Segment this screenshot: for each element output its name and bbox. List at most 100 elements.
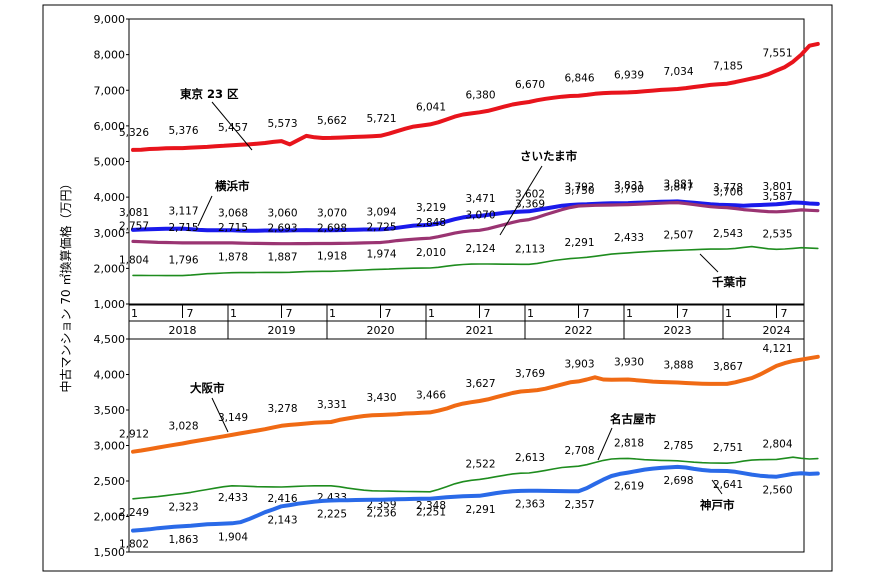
data-label: 3,430 xyxy=(366,392,396,404)
y-tick-label: 3,500 xyxy=(94,404,126,417)
data-label: 3,769 xyxy=(515,368,545,380)
data-label: 2,143 xyxy=(267,514,297,526)
data-label: 1,804 xyxy=(119,254,149,266)
data-label: 3,778 xyxy=(713,182,743,194)
series-line xyxy=(132,456,819,500)
month-label-jul: 7 xyxy=(187,307,194,320)
data-label: 3,068 xyxy=(218,207,248,219)
month-label-jan: 1 xyxy=(725,307,732,320)
y-tick-label: 5,000 xyxy=(94,156,126,169)
upper-chart: 1,000 2,000 3,000 4,000 5,000 6,000 7,000 8,000… xyxy=(94,13,820,311)
series-leader xyxy=(197,195,213,227)
data-label: 3,831 xyxy=(614,180,644,192)
data-label: 2,507 xyxy=(663,229,693,241)
y-tick-label: 4,000 xyxy=(94,191,126,204)
y-tick-label: 2,000 xyxy=(94,262,126,275)
data-label: 2,522 xyxy=(465,458,495,470)
data-label: 2,113 xyxy=(515,243,545,255)
series-name-label: さいたま市 xyxy=(520,149,578,163)
data-label: 1,802 xyxy=(119,539,149,551)
data-label: 5,376 xyxy=(168,125,198,137)
y-tick-label: 3,000 xyxy=(94,440,126,453)
series-line xyxy=(131,464,820,533)
y-tick-label: 2,500 xyxy=(94,475,126,488)
data-label: 3,466 xyxy=(416,389,446,401)
data-label: 5,721 xyxy=(366,113,396,125)
figure-frame xyxy=(42,4,833,572)
data-label: 7,185 xyxy=(713,61,743,73)
data-label: 3,903 xyxy=(564,358,594,370)
data-label: 2,751 xyxy=(713,442,743,454)
year-label: 2024 xyxy=(763,324,791,337)
data-label: 1,904 xyxy=(218,531,248,543)
data-label: 2,124 xyxy=(465,243,495,255)
data-label: 5,457 xyxy=(218,122,248,134)
data-label: 2,225 xyxy=(317,509,347,521)
data-label: 5,573 xyxy=(267,118,297,130)
series-leader xyxy=(711,479,723,495)
data-label: 3,149 xyxy=(218,412,248,424)
y-tick-label: 8,000 xyxy=(94,49,126,62)
y-tick-label: 2,000 xyxy=(94,511,126,524)
data-label: 1,974 xyxy=(366,248,396,260)
data-label: 7,551 xyxy=(762,48,792,60)
month-label-jan: 1 xyxy=(527,307,534,320)
series-name-label: 大阪市 xyxy=(190,381,225,395)
data-label: 2,535 xyxy=(762,228,792,240)
data-label: 3,028 xyxy=(168,421,198,433)
series-leader xyxy=(211,397,229,433)
month-label-jan: 1 xyxy=(131,307,138,320)
data-label: 1,887 xyxy=(267,251,297,263)
series-leader xyxy=(699,253,719,273)
data-label: 2,619 xyxy=(614,481,644,493)
data-label: 1,878 xyxy=(218,252,248,264)
year-label: 2018 xyxy=(169,324,197,337)
year-label: 2019 xyxy=(268,324,296,337)
data-label: 2,804 xyxy=(762,438,792,450)
series-name-label: 名古屋市 xyxy=(610,412,656,426)
data-label: 2,613 xyxy=(515,452,545,464)
year-label: 2020 xyxy=(367,324,395,337)
series-name-label: 横浜市 xyxy=(215,179,250,193)
data-label: 4,121 xyxy=(762,343,792,355)
y-tick-label: 1,000 xyxy=(94,298,126,311)
data-label: 3,867 xyxy=(713,361,743,373)
data-label: 2,698 xyxy=(663,475,693,487)
month-label-jan: 1 xyxy=(428,307,435,320)
data-label: 1,863 xyxy=(168,534,198,546)
y-tick-label: 6,000 xyxy=(94,120,126,133)
series-leader xyxy=(597,427,613,461)
data-label: 3,070 xyxy=(465,209,495,221)
data-label: 2,641 xyxy=(713,479,743,491)
data-label: 3,081 xyxy=(119,207,149,219)
series-line xyxy=(131,199,820,233)
data-label: 3,060 xyxy=(267,208,297,220)
data-label: 2,291 xyxy=(564,237,594,249)
data-label: 3,094 xyxy=(366,206,396,218)
series-line xyxy=(131,201,820,246)
data-label: 2,708 xyxy=(564,445,594,457)
series-name-label: 神戸市 xyxy=(700,498,735,512)
data-label: 2,433 xyxy=(218,492,248,504)
data-label: 2,560 xyxy=(762,485,792,497)
y-tick-label: 9,000 xyxy=(94,13,126,26)
series-line xyxy=(132,245,819,277)
data-label: 2,785 xyxy=(663,440,693,452)
data-label: 2,715 xyxy=(168,222,198,234)
data-label: 3,278 xyxy=(267,403,297,415)
data-label: 2,912 xyxy=(119,429,149,441)
data-label: 3,888 xyxy=(663,359,693,371)
data-label: 3,790 xyxy=(614,184,644,196)
data-label: 3,070 xyxy=(317,207,347,219)
data-label: 2,359 xyxy=(366,499,396,511)
data-label: 2,818 xyxy=(614,437,644,449)
y-tick-label: 3,000 xyxy=(94,227,126,240)
data-label: 6,380 xyxy=(465,89,495,101)
y-tick-label: 4,000 xyxy=(94,369,126,382)
month-label-jul: 7 xyxy=(682,307,689,320)
data-label: 3,331 xyxy=(317,399,347,411)
series-leader xyxy=(211,101,253,151)
y-tick-label: 1,500 xyxy=(94,546,126,559)
